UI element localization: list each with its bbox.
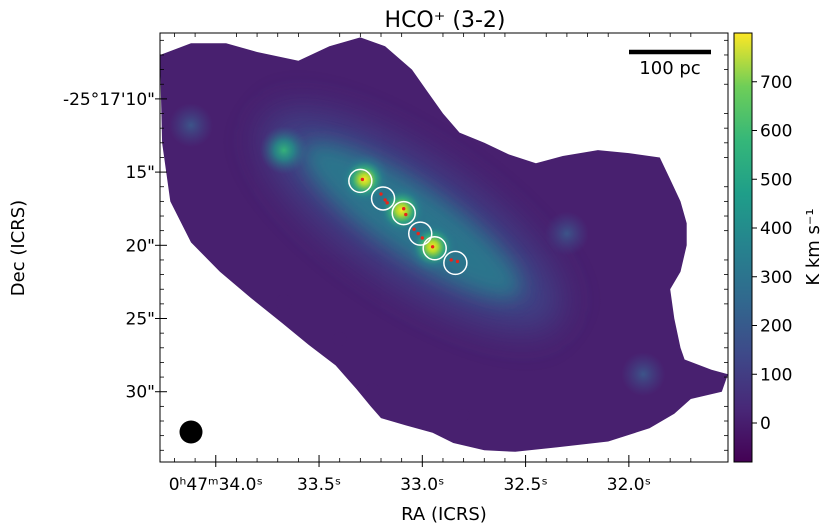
colorbar-tick-label: 400 (760, 219, 792, 239)
source-marker (402, 206, 406, 211)
source-marker (420, 236, 425, 240)
source-marker (455, 259, 460, 264)
colorbar-tick-label: 200 (760, 317, 792, 337)
colorbar-tick-label: 0 (760, 414, 771, 434)
emission-peak (168, 103, 213, 148)
colorbar-tick-label: 600 (760, 122, 792, 142)
emission-peak (338, 153, 391, 206)
emission-peak (621, 352, 666, 397)
chart-title: HCO⁺ (3-2) (385, 8, 506, 33)
x-tick-label: 32.0ˢ (607, 475, 651, 495)
y-tick-label: 20" (126, 236, 155, 256)
y-tick-label: 15" (126, 163, 155, 183)
source-marker (416, 231, 420, 236)
plot-frame (159, 32, 729, 463)
source-marker (430, 245, 435, 249)
source-layer (360, 177, 460, 264)
scale-bar-label: 100 pc (639, 58, 700, 79)
aperture-circle (443, 250, 468, 276)
colorbar-tick-label: 100 (760, 365, 792, 385)
source-marker (404, 212, 408, 217)
aperture-circle (422, 235, 447, 261)
colorbar-ticks: 0 100 200 300 400 500 600 700 (752, 73, 792, 434)
aperture-circle (348, 168, 373, 194)
y-axis: -25°17'10" 15" 20" 25" 30" (63, 39, 728, 451)
source-marker (360, 177, 365, 182)
aperture-circle (391, 200, 416, 226)
emission-fragment (457, 409, 470, 422)
y-tick-label: 25" (126, 310, 155, 330)
colorbar-tick-label: 300 (760, 268, 792, 288)
x-axis: 0ʰ47ᵐ34.0ˢ 33.5ˢ 33.0ˢ 32.5ˢ 32.0ˢ (169, 33, 692, 495)
beam-ellipse (179, 420, 203, 444)
source-marker (412, 227, 416, 231)
x-tick-label: 33.0ˢ (400, 475, 444, 495)
colorbar (733, 32, 753, 463)
emission-peak (544, 211, 589, 256)
source-marker (385, 201, 389, 205)
aperture-layer (348, 168, 468, 276)
x-axis-label: RA (ICRS) (401, 504, 487, 525)
aperture-circle (370, 186, 396, 211)
y-tick-label: 30" (126, 383, 155, 403)
source-marker (379, 192, 383, 196)
colorbar-tick-label: 500 (760, 170, 792, 190)
colorbar-tick-label: 700 (760, 73, 792, 93)
emission-fragment (275, 294, 292, 311)
emission-fragment (365, 383, 380, 398)
emission-fragment (332, 332, 347, 347)
aperture-circle (407, 221, 433, 246)
y-tick-label: -25°17'10" (63, 90, 155, 110)
emission-peak (259, 126, 308, 175)
x-tick-label: 33.5ˢ (297, 475, 341, 495)
source-marker (383, 198, 387, 202)
x-tick-label: 32.5ˢ (503, 475, 547, 495)
y-axis-label: Dec (ICRS) (8, 200, 29, 296)
source-marker (449, 258, 453, 262)
x-tick-label: 0ʰ47ᵐ34.0ˢ (169, 475, 263, 495)
colorbar-label: K km s⁻¹ (803, 208, 824, 285)
